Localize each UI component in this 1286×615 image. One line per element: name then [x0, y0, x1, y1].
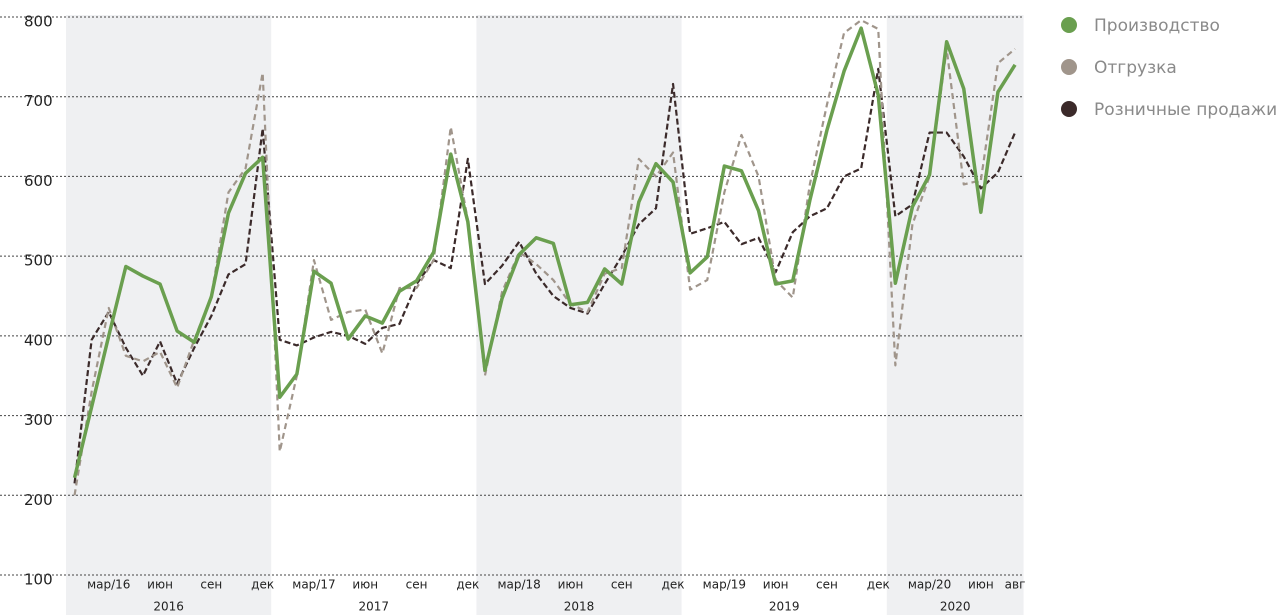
x-tick-label: мар/20 [908, 578, 951, 592]
legend-marker [1061, 59, 1077, 75]
y-tick-label: 600 [24, 172, 53, 190]
y-tick-label: 200 [24, 491, 53, 509]
x-tick-label: июн [352, 578, 378, 592]
x-tick-label: мар/17 [292, 578, 335, 592]
legend-label: Производство [1094, 16, 1220, 36]
legend-marker [1061, 101, 1077, 117]
year-label: 2017 [359, 600, 390, 614]
series-line [73, 67, 1017, 484]
x-tick-label: дек [251, 578, 274, 592]
x-tick-label: сен [200, 578, 222, 592]
x-tick-label: дек [867, 578, 890, 592]
x-tick-label: сен [406, 578, 428, 592]
x-tick-label: июн [558, 578, 584, 592]
year-label: 2020 [940, 600, 971, 614]
y-tick-label: 800 [24, 13, 53, 31]
series-line [73, 19, 1016, 496]
x-tick-label: сен [816, 578, 838, 592]
x-tick-label: дек [662, 578, 685, 592]
x-tick-label: мар/16 [87, 578, 130, 592]
y-tick-label: 100 [24, 571, 53, 589]
year-band [886, 15, 1024, 615]
legend-marker [1061, 17, 1077, 33]
x-tick-label: мар/18 [497, 578, 540, 592]
legend-label: Отгрузка [1094, 58, 1177, 78]
x-tick-label: мар/19 [703, 578, 746, 592]
x-tick-label: дек [456, 578, 479, 592]
year-label: 2018 [564, 600, 595, 614]
year-band [66, 15, 272, 615]
y-tick-label: 400 [24, 331, 53, 349]
y-tick-label: 700 [24, 92, 53, 110]
x-tick-label: июн [763, 578, 789, 592]
year-band [476, 15, 682, 615]
y-tick-label: 500 [24, 252, 53, 270]
x-tick-label: сен [611, 578, 633, 592]
x-tick-label: авг [1005, 578, 1026, 592]
y-tick-label: 300 [24, 411, 53, 429]
x-tick-label: июн [968, 578, 994, 592]
legend-label: Розничные продажи [1094, 100, 1277, 120]
x-tick-label: июн [147, 578, 173, 592]
series-line [72, 26, 1017, 479]
year-label: 2016 [153, 600, 184, 614]
year-label: 2019 [769, 600, 800, 614]
